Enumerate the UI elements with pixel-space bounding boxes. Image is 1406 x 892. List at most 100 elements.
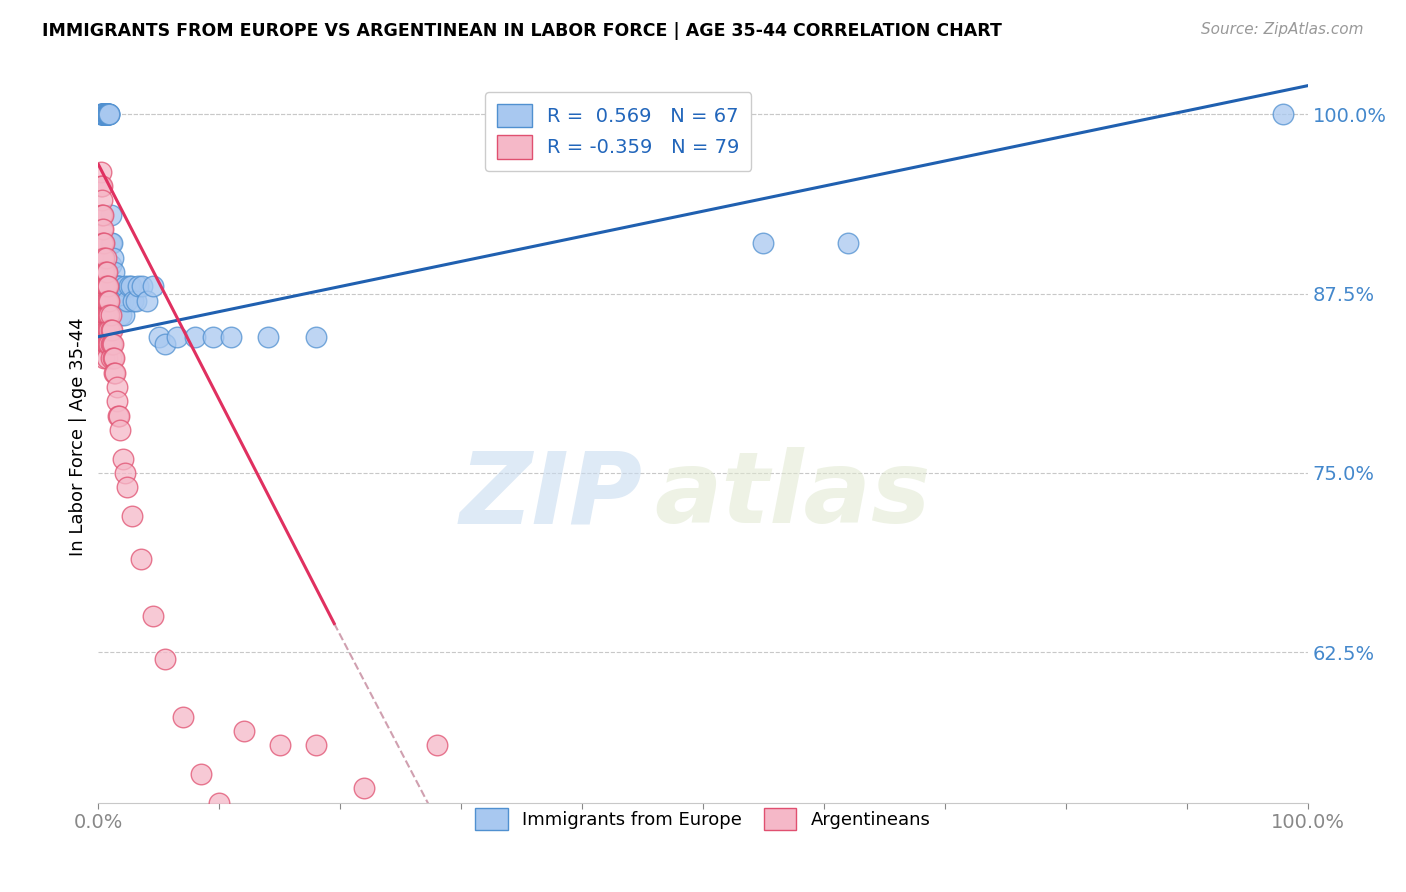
Point [93,107,115,121]
Point [97,336,120,351]
Point [426,739,449,753]
Point [96,351,118,366]
Y-axis label: In Labor Force | Age 35-44: In Labor Force | Age 35-44 [69,318,87,557]
Point [101,279,124,293]
Point [122,293,145,308]
Point [97,293,120,308]
Point [91,208,114,222]
Point [94,107,117,121]
Point [208,796,231,810]
Point [98,336,121,351]
Point [96,322,118,336]
Point [752,236,775,251]
Point [101,351,124,366]
Point [100,336,122,351]
Point [100,336,122,351]
Point [91,251,114,265]
Point [94,265,117,279]
Point [100,236,122,251]
Point [91,236,114,251]
Point [100,322,122,336]
Point [190,767,212,781]
Point [96,107,118,121]
Point [97,107,120,121]
Point [221,329,243,343]
Point [93,236,115,251]
Point [98,308,121,322]
Point [104,366,127,380]
Point [94,308,117,322]
Point [100,322,122,336]
Point [90,107,112,121]
Point [103,265,125,279]
Point [94,107,117,121]
Point [117,480,139,494]
Point [101,336,124,351]
Point [91,222,114,236]
Point [91,107,114,121]
Text: IMMIGRANTS FROM EUROPE VS ARGENTINEAN IN LABOR FORCE | AGE 35-44 CORRELATION CHA: IMMIGRANTS FROM EUROPE VS ARGENTINEAN IN… [42,22,1002,40]
Point [98,107,121,121]
Point [100,279,122,293]
Point [111,293,134,308]
Point [94,336,117,351]
Point [101,251,124,265]
Point [96,265,118,279]
Point [93,336,115,351]
Point [105,279,128,293]
Point [93,107,115,121]
Point [90,179,112,194]
Point [129,552,152,566]
Point [100,258,122,272]
Point [107,293,129,308]
Point [94,293,117,308]
Point [94,279,117,293]
Point [93,279,115,293]
Point [93,251,115,265]
Point [93,308,115,322]
Point [135,293,157,308]
Point [837,236,859,251]
Point [91,194,114,208]
Point [93,107,115,121]
Point [107,409,129,423]
Point [98,293,121,308]
Point [118,279,141,293]
Point [93,351,115,366]
Point [91,236,114,251]
Point [108,423,131,437]
Point [91,208,114,222]
Point [91,107,114,121]
Point [93,293,115,308]
Point [103,279,125,293]
Point [91,107,114,121]
Point [111,451,134,466]
Point [110,308,132,322]
Point [117,293,139,308]
Point [108,293,131,308]
Point [93,322,115,336]
Point [93,107,115,121]
Point [98,322,121,336]
Point [107,279,129,293]
Point [105,293,128,308]
Point [98,107,121,121]
Point [98,107,121,121]
Point [153,652,176,666]
Point [142,609,165,624]
Point [93,265,115,279]
Point [91,107,114,121]
Point [108,409,131,423]
Point [184,329,207,343]
Point [97,308,120,322]
Point [131,279,153,293]
Point [96,107,118,121]
Point [269,739,291,753]
Point [166,329,188,343]
Point [105,380,128,394]
Point [96,279,118,293]
Point [100,308,122,322]
Point [97,107,120,121]
Point [125,293,148,308]
Point [91,107,114,121]
